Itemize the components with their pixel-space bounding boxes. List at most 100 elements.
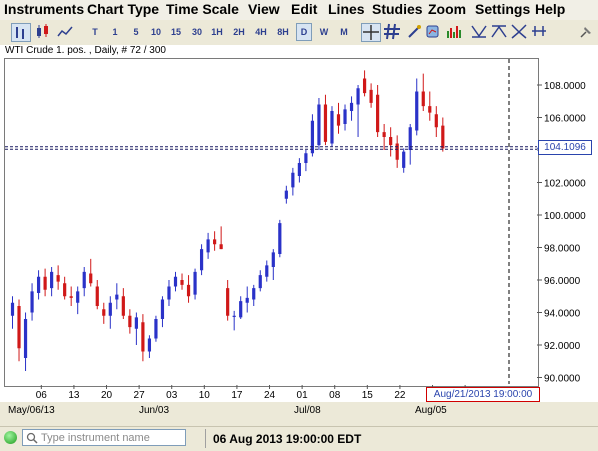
candle-body[interactable] bbox=[50, 271, 54, 289]
candle-body[interactable] bbox=[180, 280, 184, 285]
candle-body[interactable] bbox=[349, 102, 354, 111]
indicator-icon[interactable] bbox=[424, 23, 442, 40]
candle-body[interactable] bbox=[265, 265, 269, 277]
candle-body[interactable] bbox=[232, 315, 236, 317]
candle-body[interactable] bbox=[245, 297, 249, 303]
bar-chart-icon[interactable] bbox=[11, 23, 31, 42]
candle-body[interactable] bbox=[304, 153, 308, 163]
candle-body[interactable] bbox=[258, 275, 262, 289]
menu-time-scale[interactable]: Time Scale bbox=[166, 1, 239, 17]
timescale-10-button[interactable]: 10 bbox=[150, 27, 161, 37]
timescale-1h-button[interactable]: 1H bbox=[211, 27, 223, 37]
candle-body[interactable] bbox=[10, 302, 15, 316]
trend-up-icon[interactable] bbox=[470, 23, 488, 40]
menu-view[interactable]: View bbox=[248, 1, 280, 17]
candlestick-chart[interactable]: 90.0000 92.0000 94.0000 96.0000 98.0000 100.0… bbox=[0, 0, 598, 426]
candle-body[interactable] bbox=[330, 111, 334, 144]
candle-body[interactable] bbox=[193, 271, 197, 295]
pin-icon[interactable] bbox=[577, 23, 595, 40]
timescale-t-button[interactable]: T bbox=[92, 27, 98, 37]
grid-icon[interactable] bbox=[383, 23, 401, 40]
candle-body[interactable] bbox=[252, 288, 256, 300]
timescale-5-button[interactable]: 5 bbox=[133, 27, 139, 37]
candle-body[interactable] bbox=[108, 302, 112, 316]
candle-body[interactable] bbox=[115, 294, 119, 300]
candle-body[interactable] bbox=[226, 288, 230, 316]
candle-body[interactable] bbox=[17, 306, 21, 349]
candle-body[interactable] bbox=[30, 291, 34, 313]
timescale-d-button[interactable]: D bbox=[296, 23, 312, 41]
candle-body[interactable] bbox=[167, 286, 171, 300]
candle-body[interactable] bbox=[23, 319, 28, 358]
line-chart-icon[interactable] bbox=[56, 23, 74, 40]
candle-body[interactable] bbox=[82, 271, 86, 289]
candle-body[interactable] bbox=[271, 252, 275, 267]
candle-body[interactable] bbox=[76, 291, 80, 303]
candle-body[interactable] bbox=[310, 120, 315, 154]
candle-body[interactable] bbox=[36, 276, 41, 293]
candle-body[interactable] bbox=[441, 125, 445, 149]
candle-body[interactable] bbox=[63, 283, 67, 297]
candle-body[interactable] bbox=[213, 239, 217, 245]
candle-body[interactable] bbox=[428, 106, 432, 113]
candle-body[interactable] bbox=[95, 286, 99, 307]
menu-studies[interactable]: Studies bbox=[372, 1, 423, 17]
candle-body[interactable] bbox=[69, 296, 73, 298]
candle-body[interactable] bbox=[141, 322, 145, 352]
candle-body[interactable] bbox=[284, 190, 288, 199]
candle-body[interactable] bbox=[421, 91, 425, 107]
menu-settings[interactable]: Settings bbox=[475, 1, 531, 17]
timescale-8h-button[interactable]: 8H bbox=[277, 27, 289, 37]
candle-body[interactable] bbox=[56, 275, 60, 282]
menu-edit[interactable]: Edit bbox=[291, 1, 318, 17]
crosshair-icon[interactable] bbox=[361, 23, 381, 42]
candle-body[interactable] bbox=[199, 249, 204, 271]
candle-body[interactable] bbox=[389, 137, 393, 146]
candle-body[interactable] bbox=[206, 239, 210, 253]
menu-instruments[interactable]: Instruments bbox=[4, 1, 85, 17]
candle-body[interactable] bbox=[43, 276, 47, 290]
candle-body[interactable] bbox=[382, 132, 386, 137]
timescale-15-button[interactable]: 15 bbox=[170, 27, 181, 37]
candle-body[interactable] bbox=[356, 88, 360, 105]
instrument-search-input[interactable] bbox=[22, 429, 186, 446]
candle-body[interactable] bbox=[219, 244, 223, 250]
menu-help[interactable]: Help bbox=[535, 1, 566, 17]
candle-body[interactable] bbox=[297, 163, 301, 176]
menu-chart-type[interactable]: Chart Type bbox=[87, 1, 160, 17]
candle-body[interactable] bbox=[239, 301, 243, 318]
candle-body[interactable] bbox=[186, 284, 191, 297]
candle-body[interactable] bbox=[376, 94, 380, 133]
candle-body[interactable] bbox=[395, 143, 399, 160]
candle-body[interactable] bbox=[291, 172, 295, 188]
trend-down-icon[interactable] bbox=[490, 23, 508, 40]
timescale-1-button[interactable]: 1 bbox=[112, 27, 118, 37]
candle-body[interactable] bbox=[323, 104, 328, 142]
wand-icon[interactable] bbox=[405, 23, 423, 40]
candle-body[interactable] bbox=[173, 276, 178, 287]
candle-body[interactable] bbox=[147, 338, 152, 352]
candle-body[interactable] bbox=[369, 89, 373, 103]
candlestick-icon[interactable] bbox=[34, 23, 52, 40]
timescale-w-button[interactable]: W bbox=[319, 27, 329, 37]
volume-bars-icon[interactable] bbox=[445, 23, 463, 40]
candle-body[interactable] bbox=[317, 104, 321, 146]
trend-flat-icon[interactable] bbox=[510, 23, 528, 40]
candle-body[interactable] bbox=[343, 109, 347, 124]
candle-body[interactable] bbox=[278, 223, 282, 254]
candle-body[interactable] bbox=[89, 273, 93, 284]
candle-body[interactable] bbox=[102, 309, 106, 316]
timescale-m-button[interactable]: M bbox=[340, 27, 348, 37]
candle-body[interactable] bbox=[336, 114, 341, 126]
candle-body[interactable] bbox=[408, 127, 412, 150]
candle-body[interactable] bbox=[134, 317, 138, 329]
candle-body[interactable] bbox=[121, 296, 125, 316]
candle-body[interactable] bbox=[415, 91, 419, 131]
timescale-2h-button[interactable]: 2H bbox=[233, 27, 245, 37]
candle-body[interactable] bbox=[128, 315, 132, 328]
candle-body[interactable] bbox=[154, 319, 158, 339]
timescale-30-button[interactable]: 30 bbox=[191, 27, 202, 37]
plot-frame[interactable] bbox=[4, 58, 539, 387]
candle-body[interactable] bbox=[402, 151, 406, 168]
menu-zoom[interactable]: Zoom bbox=[428, 1, 467, 17]
